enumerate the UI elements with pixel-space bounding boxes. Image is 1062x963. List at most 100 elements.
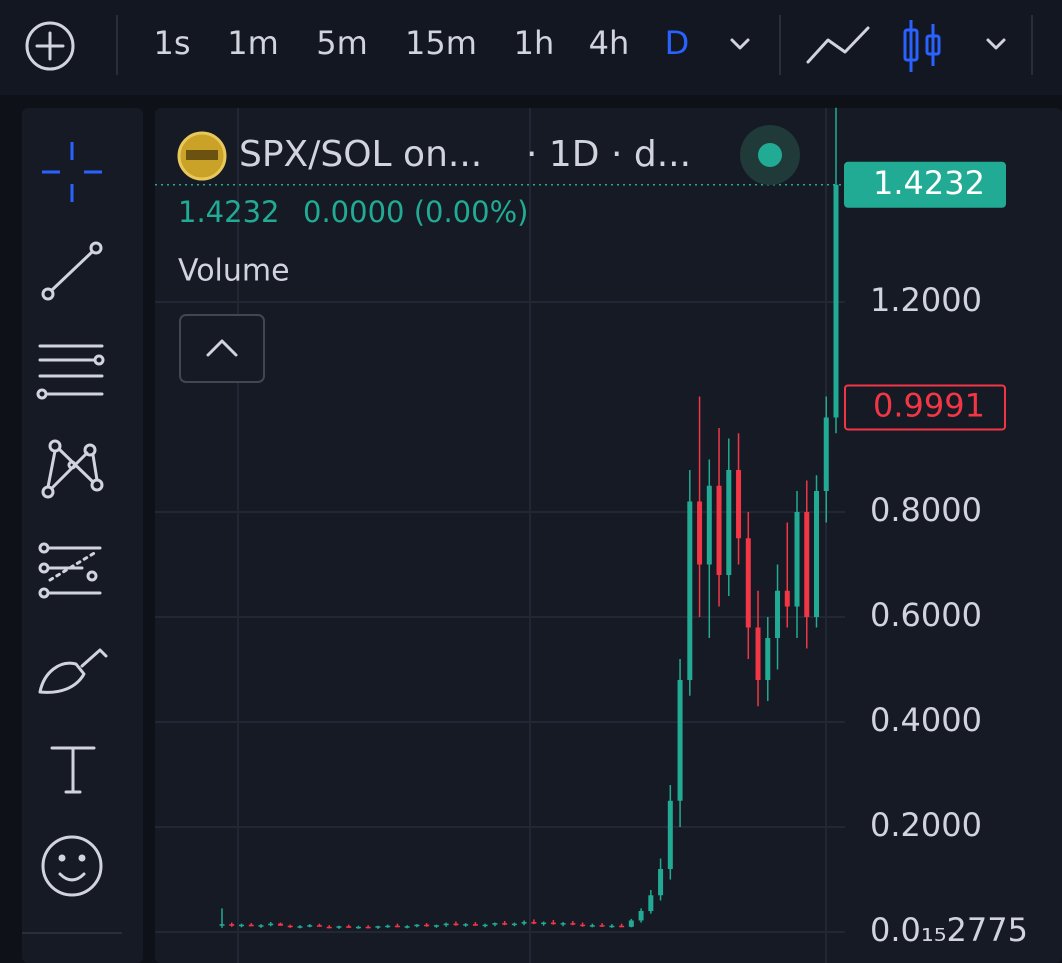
candle-body xyxy=(258,925,264,927)
candle-body xyxy=(277,923,283,926)
interval[interactable]: D xyxy=(665,24,690,62)
candle-body xyxy=(814,491,820,618)
candle-body xyxy=(794,512,800,607)
candle-body xyxy=(346,926,352,928)
legend-change: 0.0000 (0.00%) xyxy=(303,195,528,229)
candle-body xyxy=(492,923,498,925)
candle-body xyxy=(424,924,430,927)
candle-body xyxy=(453,923,459,926)
symbol-details: · 1D · d... xyxy=(526,134,691,175)
candle-body xyxy=(326,926,332,929)
fib-tool[interactable] xyxy=(38,542,102,599)
price-tag-label: 1.4232 xyxy=(873,164,985,202)
candle-body xyxy=(687,501,693,681)
candle-body xyxy=(404,926,410,928)
candle-body xyxy=(502,923,508,925)
candle-body xyxy=(716,485,722,576)
candle-body xyxy=(648,895,654,912)
candle-body xyxy=(443,923,449,926)
legend-last: 1.4232 xyxy=(178,195,279,229)
candle-body xyxy=(229,924,235,926)
candle-body xyxy=(472,924,478,926)
crosshair-tool[interactable] xyxy=(42,142,102,202)
candle-body xyxy=(658,869,664,896)
candle-body xyxy=(238,924,244,927)
y-tick-label: 0.2000 xyxy=(870,806,982,844)
candle-body xyxy=(385,925,391,928)
candle-body xyxy=(531,922,537,924)
candle-body xyxy=(248,924,254,927)
candle-body xyxy=(745,538,751,628)
candle-body xyxy=(677,680,683,801)
y-tick-label: 0.4000 xyxy=(870,701,982,739)
candle-body xyxy=(336,926,342,928)
price-tag xyxy=(844,161,1006,208)
pattern-tool[interactable] xyxy=(41,439,104,499)
interval[interactable]: 1m xyxy=(227,24,279,62)
emoji-tool[interactable] xyxy=(41,835,103,897)
trend-line-tool[interactable] xyxy=(41,241,103,301)
indicator-name: Volume xyxy=(178,254,290,289)
brush-tool[interactable] xyxy=(38,648,108,694)
candle-body xyxy=(541,922,547,925)
y-tick-label: 0.0₁₅2775 xyxy=(870,911,1028,949)
candle-body xyxy=(599,925,605,927)
candle-body xyxy=(765,638,771,681)
interval[interactable]: 4h xyxy=(589,24,630,62)
interval[interactable]: 1s xyxy=(153,24,190,62)
candle-body xyxy=(638,911,644,921)
candle-body xyxy=(463,924,469,926)
candle-body xyxy=(394,925,400,928)
candle-body xyxy=(736,470,742,539)
candle-body xyxy=(726,470,732,576)
y-tick-label: 0.8000 xyxy=(870,491,982,529)
candle-body xyxy=(375,926,381,928)
interval[interactable]: 1h xyxy=(514,24,555,62)
coin-logo-band xyxy=(186,150,218,160)
candle-body xyxy=(297,926,303,928)
candle-chart-button[interactable] xyxy=(903,20,941,72)
interval-dropdown[interactable] xyxy=(730,38,750,50)
candle-body xyxy=(755,627,761,681)
candle-body xyxy=(580,924,586,927)
plot: 0.0₁₅2775 0.2000 0.4000 0.6000 0.8000 1.2000 1… xyxy=(155,107,1028,963)
candle-body xyxy=(482,924,488,927)
candle-body xyxy=(667,800,673,870)
collapse-button[interactable] xyxy=(179,314,265,383)
candle-body xyxy=(706,485,712,565)
candle-body xyxy=(589,925,595,927)
candle-body xyxy=(355,926,361,929)
candle-body xyxy=(775,590,781,639)
price-tag xyxy=(844,384,1006,431)
chart-type-dropdown[interactable] xyxy=(986,38,1006,50)
price-tag-label: 0.9991 xyxy=(873,386,985,424)
interval[interactable]: 15m xyxy=(405,24,477,62)
candle-body xyxy=(833,184,839,418)
candle-body xyxy=(414,924,420,927)
text-tool[interactable] xyxy=(50,746,96,794)
candle-body xyxy=(268,923,274,926)
status-dot xyxy=(758,143,782,167)
add-symbol-button[interactable] xyxy=(25,21,75,71)
candle-body xyxy=(697,501,703,565)
candle-body xyxy=(619,925,625,928)
candle-body xyxy=(521,922,527,924)
candle-body xyxy=(550,922,556,925)
symbol-name[interactable]: SPX/SOL on... xyxy=(239,134,482,175)
interval[interactable]: 5m xyxy=(316,24,368,62)
horizontal-lines-tool[interactable] xyxy=(36,344,105,400)
drawing-toolbar xyxy=(22,108,143,963)
candle-body xyxy=(307,925,313,927)
candle-body xyxy=(511,923,517,926)
candle-body xyxy=(804,512,810,618)
candle-body xyxy=(287,925,293,928)
candle-body xyxy=(316,925,322,927)
candle-body xyxy=(628,920,634,927)
top-toolbar xyxy=(0,0,1062,95)
y-tick-label: 1.2000 xyxy=(870,281,982,319)
line-chart-button[interactable] xyxy=(806,26,870,64)
candle-body xyxy=(365,926,371,929)
y-tick-label: 0.6000 xyxy=(870,596,982,634)
candle-body xyxy=(570,923,576,925)
